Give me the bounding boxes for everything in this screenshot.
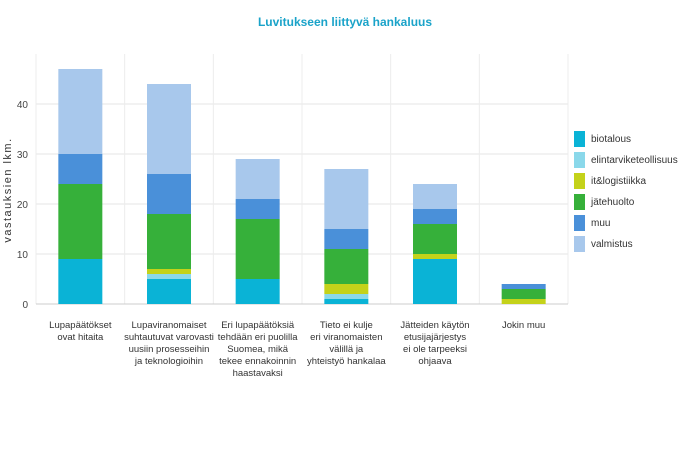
- legend-label: elintarviketeollisuus: [591, 155, 678, 166]
- bar-segment-j-tehuolto: [413, 224, 457, 254]
- legend-label: it&logistiikka: [591, 176, 646, 187]
- bar-segment-muu: [58, 154, 103, 184]
- chart-title: Luvitukseen liittyvä hankaluus: [258, 15, 432, 29]
- legend-swatch: [574, 152, 585, 168]
- bar-segment-it-logistiikka: [501, 299, 546, 304]
- y-axis-ticks: 0 10 20 30 40: [17, 100, 29, 311]
- bar-segment-it-logistiikka: [147, 269, 191, 274]
- bar-segment-j-tehuolto: [147, 214, 191, 269]
- legend-swatch: [574, 173, 585, 189]
- gridlines: [35, 54, 569, 305]
- bar-segment-valmistus: [147, 84, 191, 174]
- x-category-label: Tieto ei kulje eri viranomaisten välillä j…: [307, 320, 386, 367]
- bar-segment-elintarviketeollisuus: [147, 274, 191, 279]
- y-tick-label: 0: [22, 300, 28, 311]
- legend-swatch: [574, 215, 585, 231]
- bar-segment-valmistus: [413, 184, 457, 209]
- bar-segment-muu: [324, 229, 369, 249]
- bar-segment-valmistus: [324, 169, 369, 229]
- bar-segment-muu: [501, 284, 546, 289]
- legend: biotalous elintarviketeollisuus it&logisti…: [574, 131, 678, 252]
- bar-segment-biotalous: [58, 259, 103, 304]
- bar-segment-j-tehuolto: [235, 219, 280, 279]
- y-tick-label: 10: [17, 250, 29, 261]
- bar-segment-muu: [413, 209, 457, 224]
- y-axis-label: vastauksien lkm.: [2, 137, 14, 242]
- x-category-label: Lupaviranomaiset suhtautuvat varovasti uus…: [124, 320, 214, 367]
- x-axis-category-labels: Lupapäätökset ovat hitaita Lupaviranomaise…: [49, 320, 545, 379]
- bar-segment-elintarviketeollisuus: [324, 294, 369, 299]
- bar-segment-biotalous: [235, 279, 280, 304]
- x-category-label: Eri lupapäätöksiä tehdään eri puolilla Suo…: [218, 320, 298, 379]
- bar-segment-biotalous: [413, 259, 457, 304]
- legend-label: valmistus: [591, 239, 633, 250]
- bar-segment-j-tehuolto: [58, 184, 103, 259]
- legend-swatch: [574, 236, 585, 252]
- bar-segment-muu: [235, 199, 280, 219]
- legend-swatch: [574, 194, 585, 210]
- bar-segment-j-tehuolto: [324, 249, 369, 284]
- y-tick-label: 20: [17, 200, 29, 211]
- bar-segment-biotalous: [324, 299, 369, 304]
- x-category-label: Jätteiden käytön etusijajärjestys ei ole t…: [400, 320, 469, 367]
- bar-segment-muu: [147, 174, 191, 214]
- y-tick-label: 30: [17, 150, 29, 161]
- bar-segment-valmistus: [235, 159, 280, 199]
- legend-label: muu: [591, 218, 610, 229]
- y-tick-label: 40: [17, 100, 29, 111]
- bars: [58, 69, 546, 304]
- legend-swatch: [574, 131, 585, 147]
- bar-segment-it-logistiikka: [324, 284, 369, 294]
- legend-label: biotalous: [591, 134, 631, 145]
- x-category-label: Jokin muu: [502, 320, 545, 331]
- bar-segment-valmistus: [58, 69, 103, 154]
- bar-segment-it-logistiikka: [413, 254, 457, 259]
- bar-segment-j-tehuolto: [501, 289, 546, 299]
- x-category-label: Lupapäätökset ovat hitaita: [49, 320, 112, 343]
- bar-segment-biotalous: [147, 279, 191, 304]
- legend-label: jätehuolto: [590, 197, 635, 208]
